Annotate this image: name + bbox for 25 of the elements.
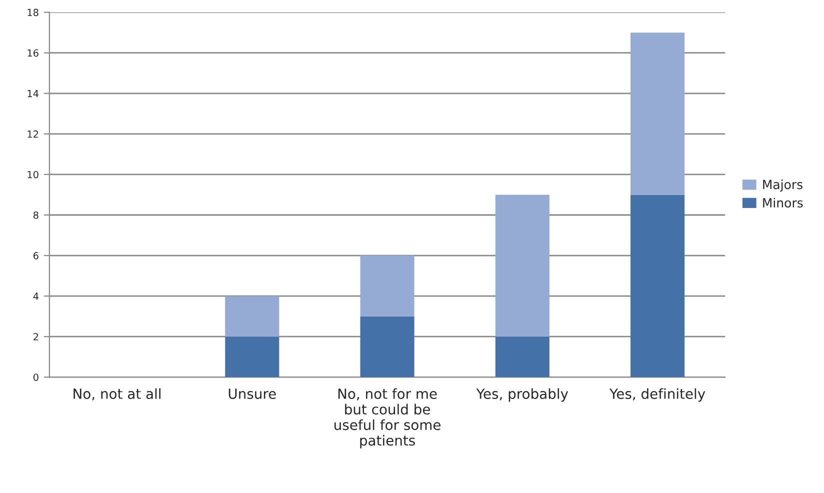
y-tick-label: 4 <box>33 292 38 300</box>
bar <box>495 194 550 337</box>
bar <box>225 296 280 337</box>
legend-label: Majors <box>763 180 802 192</box>
bar <box>495 336 550 378</box>
y-tick-label: 8 <box>33 211 38 219</box>
x-tick-label: No, not for me but could be useful for some patients <box>334 388 440 448</box>
y-tick-label: 18 <box>28 8 38 16</box>
bar <box>630 194 685 378</box>
bar <box>630 32 685 195</box>
y-tick-label: 0 <box>33 374 38 381</box>
y-tick-label: 12 <box>28 130 38 138</box>
x-tick-label: Yes, definitely <box>609 388 706 402</box>
x-tick-label: No, not at all <box>74 388 160 400</box>
y-tick-label: 16 <box>28 49 38 57</box>
y-tick-label: 6 <box>34 252 38 260</box>
y-tick-label: 10 <box>28 170 38 178</box>
bar <box>360 316 414 378</box>
bar <box>360 256 414 316</box>
x-tick-label: Unsure <box>228 388 276 400</box>
y-tick-label: 14 <box>28 90 38 98</box>
bar <box>225 336 280 378</box>
x-tick-label: Yes, probably <box>476 388 568 402</box>
y-tick-label: 2 <box>34 333 38 340</box>
legend-label: Minors <box>763 198 803 208</box>
